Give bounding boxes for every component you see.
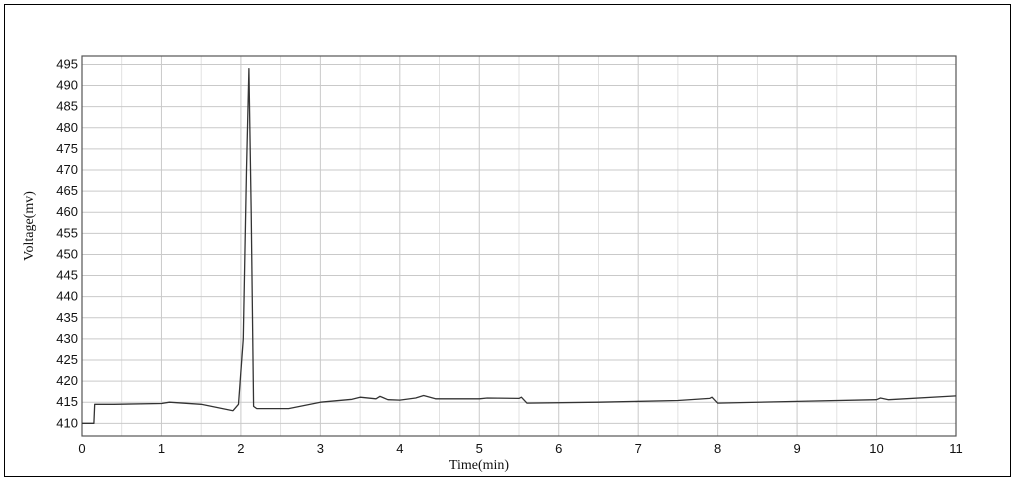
y-tick-label: 460: [56, 204, 78, 219]
x-axis-label: Time(min): [449, 458, 509, 473]
y-tick-label: 425: [56, 352, 78, 367]
y-tick-label: 450: [56, 246, 78, 261]
x-tick-label: 0: [78, 441, 85, 456]
x-tick-label: 10: [869, 441, 883, 456]
plot-area-border: [81, 55, 957, 437]
x-tick-label: 3: [317, 441, 324, 456]
y-tick-label: 415: [56, 394, 78, 409]
y-tick-label: 455: [56, 225, 78, 240]
y-tick-label: 480: [56, 120, 78, 135]
x-tick-label: 2: [237, 441, 244, 456]
x-tick-label: 1: [158, 441, 165, 456]
y-tick-label: 465: [56, 183, 78, 198]
x-tick-label: 7: [635, 441, 642, 456]
y-axis-label: Voltage(mv): [22, 191, 37, 261]
voltage-trace: [82, 68, 957, 424]
x-axis-ticks: 0 1 2 3 4 5 6 7 8 9 10 11: [78, 441, 962, 456]
y-tick-label: 430: [56, 331, 78, 346]
y-tick-label: 495: [56, 56, 78, 71]
y-tick-label: 440: [56, 289, 78, 304]
figure-frame: 0 1 2 3 4 5 6 7 8 9 10 11 410 415 420 425 430 435 440 445 4…: [4, 4, 1011, 477]
grid: [81, 56, 957, 436]
x-tick-label: 5: [476, 441, 483, 456]
x-tick-label: 8: [714, 441, 721, 456]
y-tick-label: 435: [56, 310, 78, 325]
x-tick-label: 4: [396, 441, 403, 456]
x-tick-label: 11: [949, 441, 963, 456]
y-tick-label: 445: [56, 268, 78, 283]
chromatogram-chart: 0 1 2 3 4 5 6 7 8 9 10 11 4104154204254304354404454…: [22, 55, 963, 473]
y-tick-label: 475: [56, 141, 78, 156]
y-axis-ticks: 410 415 420 425 430 435 440 445 450 455 460 465 470 4…: [56, 56, 78, 430]
y-tick-label: 490: [56, 78, 78, 93]
y-tick-label: 485: [56, 99, 78, 114]
x-tick-label: 9: [793, 441, 800, 456]
y-tick-label: 470: [56, 162, 78, 177]
x-tick-label: 6: [555, 441, 562, 456]
y-tick-label: 410: [56, 415, 78, 430]
y-tick-label: 420: [56, 373, 78, 388]
